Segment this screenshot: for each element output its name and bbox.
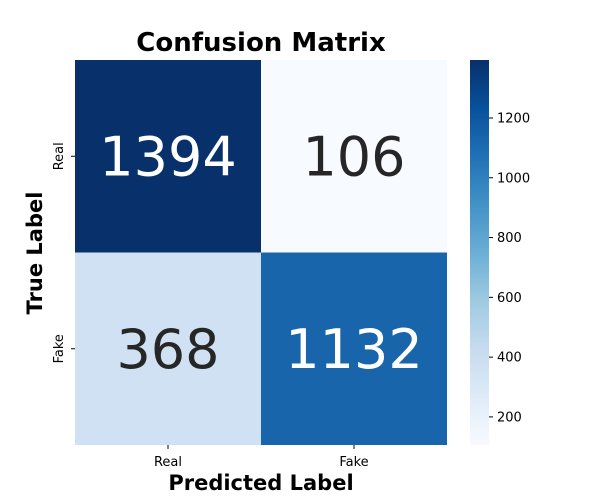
- x-axis-ticks: Real Fake: [154, 445, 369, 470]
- cell-value-label: 368: [116, 318, 219, 381]
- heatmap-cell-labels: 1394 106 368 1132: [99, 125, 422, 381]
- colorbar-tick-label: 200: [497, 410, 522, 425]
- heatmap-cells: [75, 60, 447, 445]
- colorbar-tick-label: 400: [497, 351, 522, 366]
- cell-value-label: 1132: [285, 318, 422, 381]
- colorbar-tick-label: 600: [497, 291, 522, 306]
- y-tick-label: Fake: [52, 334, 67, 363]
- colorbar-tick-label: 1200: [497, 111, 530, 126]
- heatmap-cell-real-fake: [261, 60, 447, 253]
- x-tick-label: Fake: [339, 455, 368, 470]
- colorbar-tick-label: 1000: [497, 171, 530, 186]
- colorbar-tick-label: 800: [497, 231, 522, 246]
- y-axis-ticks: Real Fake: [52, 142, 75, 363]
- x-axis-label: Predicted Label: [168, 471, 353, 495]
- heatmap-cell-fake-fake: [261, 252, 447, 445]
- heatmap-cell-real-real: [75, 60, 261, 253]
- cell-value-label: 1394: [99, 125, 236, 188]
- y-tick-label: Real: [52, 142, 67, 170]
- colorbar: [470, 60, 489, 445]
- x-tick-label: Real: [154, 455, 182, 470]
- cell-value-label: 106: [302, 125, 405, 188]
- colorbar-ticks: 200 400 600 800 1000 1200: [489, 111, 530, 425]
- y-axis-label: True Label: [23, 192, 47, 315]
- heatmap-cell-fake-real: [75, 252, 261, 445]
- chart-title: Confusion Matrix: [136, 28, 386, 58]
